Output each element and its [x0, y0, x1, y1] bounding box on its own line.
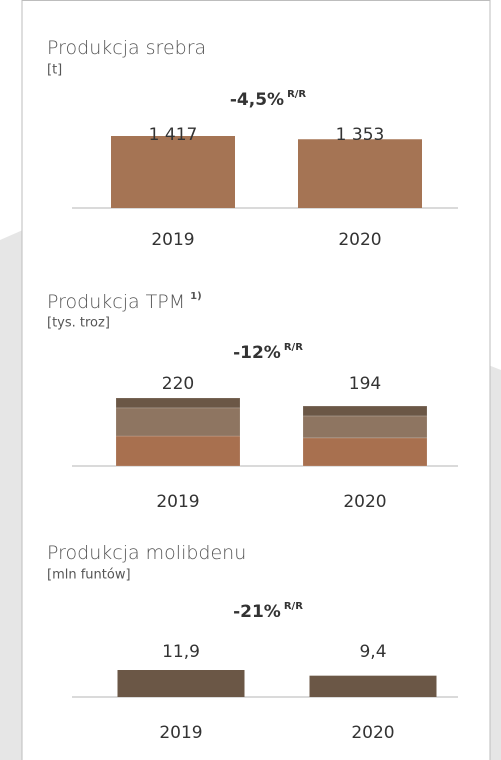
change-label: -21% R/R — [233, 601, 303, 622]
bar — [298, 139, 422, 208]
unit-label: [mln funtów] — [47, 568, 131, 583]
chart-title: Produkcja molibdenu — [47, 542, 246, 564]
value-label: 1 353 — [336, 125, 385, 145]
title-text: Produkcja srebra — [47, 37, 206, 59]
change-label: -12% R/R — [233, 342, 303, 363]
bar-segment — [115, 407, 241, 437]
category-label: 2019 — [151, 230, 194, 250]
bar-segment — [302, 405, 428, 417]
change-suffix: R/R — [284, 601, 303, 612]
title-text: Produkcja TPM — [47, 291, 185, 313]
bar-segment — [115, 435, 241, 467]
value-label: 1 417 — [149, 125, 198, 145]
bar-segment — [302, 437, 428, 467]
title-text: Produkcja molibdenu — [47, 542, 246, 564]
bar — [117, 670, 245, 697]
value-label: 9,4 — [359, 642, 386, 662]
card — [21, 0, 491, 760]
total-label: 194 — [349, 374, 381, 394]
change-suffix: R/R — [284, 342, 303, 353]
bar-segment — [302, 415, 428, 439]
change-label: -4,5% R/R — [230, 89, 307, 110]
title-note: 1) — [190, 291, 202, 302]
category-label: 2019 — [159, 723, 202, 743]
category-label: 2020 — [338, 230, 381, 250]
bar-segment — [115, 397, 241, 409]
change-value: -4,5% — [230, 90, 284, 110]
chart-title: Produkcja srebra — [47, 37, 206, 59]
change-value: -12% — [233, 343, 281, 363]
category-label: 2020 — [351, 723, 394, 743]
value-label: 11,9 — [162, 642, 200, 662]
bar — [309, 675, 437, 697]
category-label: 2020 — [343, 492, 386, 512]
chart-title: Produkcja TPM 1) — [47, 291, 202, 313]
change-suffix: R/R — [287, 89, 306, 100]
unit-label: [tys. troz] — [47, 316, 110, 331]
total-label: 220 — [162, 374, 194, 394]
category-label: 2019 — [156, 492, 199, 512]
change-value: -21% — [233, 602, 281, 622]
bar — [111, 136, 235, 208]
unit-label: [t] — [47, 63, 62, 78]
